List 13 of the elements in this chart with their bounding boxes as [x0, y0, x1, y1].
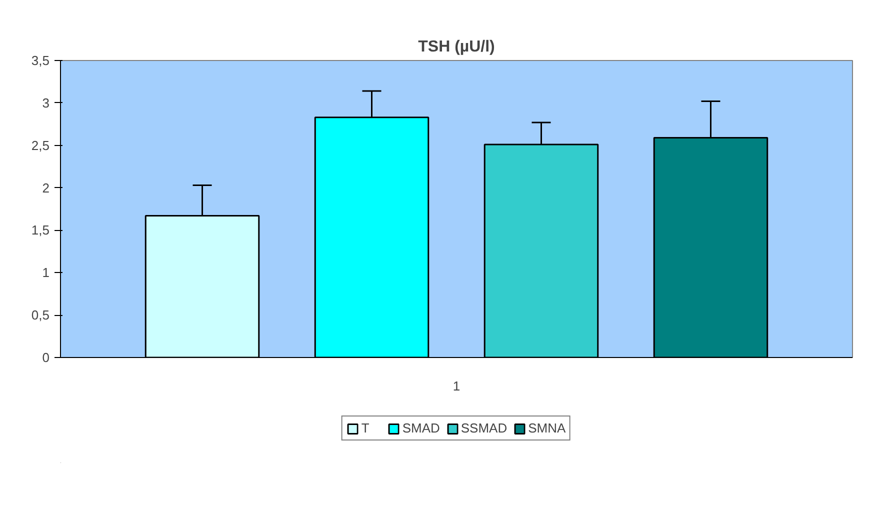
y-tick-label: 3: [42, 95, 50, 110]
y-tick-label: 3,5: [31, 53, 50, 68]
y-tick-label: 0: [42, 350, 50, 365]
chart-title: TSH (µU/l): [418, 38, 495, 56]
y-tick-label: 1,5: [31, 222, 50, 238]
y-tick-label: 0,5: [31, 308, 50, 323]
y-tick-label: 1: [42, 265, 50, 280]
y-tick-label: 2,5: [31, 138, 50, 153]
legend-label: SSMAD: [460, 420, 508, 436]
y-tick-label: 2: [42, 180, 50, 196]
legend-label: T: [361, 420, 370, 436]
legend-label: SMAD: [402, 420, 440, 436]
legend-label: SMNA: [528, 420, 566, 436]
